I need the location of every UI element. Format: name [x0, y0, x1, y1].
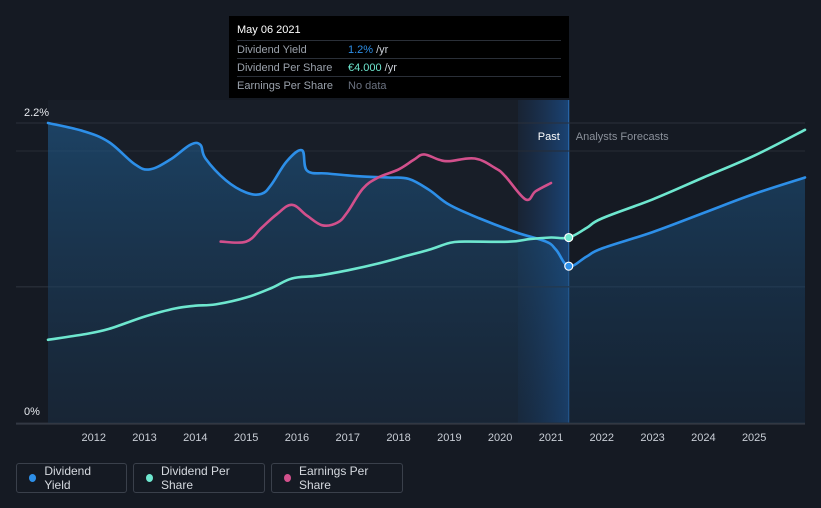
legend-label: Earnings Per Share [298, 464, 369, 492]
dividend-yield-area [48, 123, 805, 423]
x-tick-label: 2017 [336, 432, 360, 444]
x-tick-label: 2024 [691, 432, 715, 444]
x-tick-label: 2014 [183, 432, 207, 444]
tooltip-row-earnings-per-share: Earnings Per Share No data [237, 76, 561, 94]
legend-dot-icon [146, 474, 153, 482]
tooltip-value: €4.000 [348, 61, 382, 74]
region-labels: Past Analysts Forecasts [538, 131, 669, 143]
past-label: Past [538, 131, 560, 143]
tooltip-unit: /yr [376, 43, 389, 56]
y-tick-label: 2.2% [24, 107, 49, 119]
tooltip-value: 1.2% [348, 43, 374, 56]
tooltip-row-dividend-per-share: Dividend Per Share €4.000/yr [237, 58, 561, 76]
dividend-per-share-line [46, 128, 807, 342]
legend-dot-icon [29, 474, 37, 482]
tooltip-label: Dividend Per Share [237, 61, 333, 74]
dividend-yield-line [46, 121, 807, 268]
analysts-forecasts-label: Analysts Forecasts [576, 131, 669, 143]
dividend-yield-marker [564, 261, 574, 271]
x-tick-label: 2022 [590, 432, 614, 444]
hover-tooltip: May 06 2021 Dividend Yield 1.2%/yr Divid… [229, 16, 569, 98]
legend-dividend-yield[interactable]: Dividend Yield [16, 463, 127, 493]
legend-dividend-per-share[interactable]: Dividend Per Share [133, 463, 265, 493]
legend-label: Dividend Yield [44, 464, 92, 492]
tooltip-row-dividend-yield: Dividend Yield 1.2%/yr [237, 40, 561, 58]
tooltip-date: May 06 2021 [237, 24, 301, 36]
y-tick-label: 0% [24, 406, 40, 418]
legend-earnings-per-share[interactable]: Earnings Per Share [271, 463, 403, 493]
x-tick-label: 2015 [234, 432, 258, 444]
x-tick-label: 2023 [640, 432, 664, 444]
x-tick-label: 2013 [132, 432, 156, 444]
yield-area [48, 123, 805, 423]
tooltip-label: Earnings Per Share [237, 79, 333, 92]
x-tick-label: 2025 [742, 432, 766, 444]
x-tick-label: 2019 [437, 432, 461, 444]
legend-label: Dividend Per Share [161, 464, 230, 492]
x-tick-label: 2021 [539, 432, 563, 444]
x-tick-label: 2020 [488, 432, 512, 444]
tooltip-label: Dividend Yield [237, 43, 307, 56]
legend-dot-icon [284, 474, 291, 482]
series-lines [46, 121, 807, 342]
x-tick-label: 2012 [81, 432, 105, 444]
tooltip-value: No data [348, 79, 387, 92]
x-tick-label: 2016 [285, 432, 309, 444]
tooltip-unit: /yr [384, 61, 397, 74]
axes: 2.2% 0% 2012 2013 2014 2015 2016 2017 2018 2019 20… [16, 107, 805, 444]
x-tick-label: 2018 [386, 432, 410, 444]
dividend-per-share-marker [564, 232, 574, 243]
earnings-per-share-line [219, 153, 553, 244]
